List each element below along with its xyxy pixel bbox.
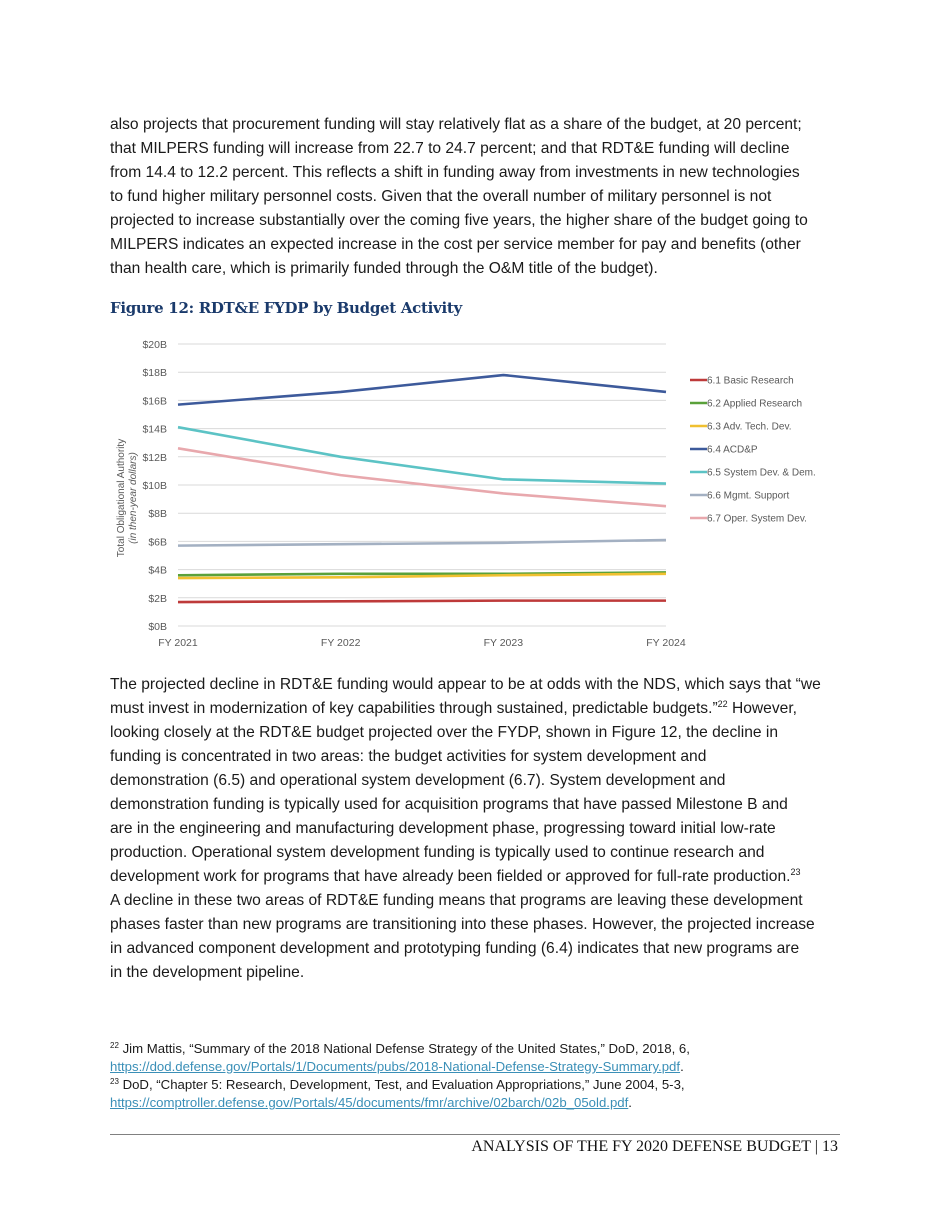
footnote-text: Jim Mattis, “Summary of the 2018 Nationa… [118, 1041, 690, 1056]
text-line: than health care, which is primarily fun… [110, 260, 658, 277]
footnote-link-line: https://comptroller.defense.gov/Portals/… [110, 1094, 690, 1112]
text-line: The projected decline in RDT&E funding w… [110, 673, 821, 697]
series-line-7 [177, 447, 667, 508]
text-line: also projects that procurement funding w… [110, 116, 802, 133]
text-segment: A decline in these two areas of RDT&E fu… [110, 892, 803, 909]
text-line: A decline in these two areas of RDT&E fu… [110, 889, 821, 913]
body-paragraph-1: also projects that procurement funding w… [110, 113, 808, 281]
text-segment: phases faster than new programs are tran… [110, 916, 815, 933]
y-tick-label: $4B [148, 565, 167, 577]
text-line: are in the engineering and manufacturing… [110, 817, 821, 841]
text-segment: are in the engineering and manufacturing… [110, 820, 776, 837]
footnote-text: DoD, “Chapter 5: Research, Development, … [118, 1077, 685, 1092]
footnote-number: 23 [110, 1077, 119, 1086]
text-segment: must invest in modernization of key capa… [110, 700, 718, 717]
text-segment: production. Operational system developme… [110, 844, 765, 861]
footnote-reference[interactable]: 22 [717, 699, 728, 709]
text-line: production. Operational system developme… [110, 841, 821, 865]
footnotes: 22 Jim Mattis, “Summary of the 2018 Nati… [110, 1040, 690, 1112]
text-segment: in the development pipeline. [110, 964, 305, 981]
page-footer: ANALYSIS OF THE FY 2020 DEFENSE BUDGET |… [471, 1138, 838, 1155]
footer-divider [110, 1134, 840, 1135]
y-tick-label: $16B [142, 395, 167, 407]
series-line-4 [177, 373, 667, 406]
series-line-2 [177, 571, 667, 577]
legend-label: 6.7 Oper. System Dev. [707, 514, 807, 525]
footnote-reference[interactable]: 23 [790, 867, 801, 877]
text-line: must invest in modernization of key capa… [110, 697, 821, 721]
footnote-22: 22 Jim Mattis, “Summary of the 2018 Nati… [110, 1040, 690, 1058]
y-axis-subtitle: (in then-year dollars) [128, 452, 139, 544]
legend-label: 6.2 Applied Research [707, 399, 802, 410]
text-line: demonstration (6.5) and operational syst… [110, 769, 821, 793]
text-line: phases faster than new programs are tran… [110, 913, 821, 937]
footnote-link[interactable]: https://dod.defense.gov/Portals/1/Docume… [110, 1059, 681, 1074]
text-line: funding is concentrated in two areas: th… [110, 745, 821, 769]
series-line-1 [177, 599, 666, 604]
y-tick-label: $6B [148, 536, 167, 548]
text-segment: funding is concentrated in two areas: th… [110, 748, 707, 765]
series-line-6 [177, 538, 667, 547]
text-segment: looking closely at the RDT&E budget proj… [110, 724, 779, 741]
y-tick-label: $8B [148, 508, 167, 520]
y-tick-label: $18B [142, 367, 167, 379]
text-line: development work for programs that have … [110, 865, 821, 889]
x-tick-label: FY 2021 [158, 637, 198, 649]
text-line: projected to increase substantially over… [110, 212, 808, 229]
line-chart: $0B $2B $4B $6B $8B $10B $12B $14B $16B $18B $20B F… [116, 339, 816, 649]
series-line-3 [177, 572, 667, 580]
x-tick-label: FY 2022 [321, 637, 361, 649]
period: . [628, 1095, 632, 1110]
y-tick-label: $10B [142, 480, 167, 492]
y-tick-label: $20B [142, 339, 167, 351]
text-line: that MILPERS funding will increase from … [110, 140, 790, 157]
text-line: in the development pipeline. [110, 961, 821, 985]
y-axis-title: Total Obligational Authority [116, 439, 127, 557]
text-segment: development work for programs that have … [110, 868, 791, 885]
y-tick-label: $0B [148, 621, 167, 633]
figure-title: Figure 12: RDT&E FYDP by Budget Activity [110, 299, 462, 317]
footnote-link[interactable]: https://comptroller.defense.gov/Portals/… [110, 1095, 629, 1110]
y-tick-label: $12B [142, 452, 167, 464]
text-segment: However, [727, 700, 797, 717]
text-line: MILPERS indicates an expected increase i… [110, 236, 801, 253]
legend-label: 6.1 Basic Research [707, 376, 794, 387]
text-line: demonstration funding is typically used … [110, 793, 821, 817]
footnote-link-line: https://dod.defense.gov/Portals/1/Docume… [110, 1058, 690, 1076]
legend-label: 6.3 Adv. Tech. Dev. [707, 422, 792, 433]
period: . [680, 1059, 684, 1074]
text-line: from 14.4 to 12.2 percent. This reflects… [110, 164, 800, 181]
legend-label: 6.5 System Dev. & Dem. [707, 468, 816, 479]
text-segment: demonstration funding is typically used … [110, 796, 788, 813]
x-tick-label: FY 2024 [646, 637, 686, 649]
legend-label: 6.4 ACD&P [707, 445, 758, 456]
text-line: looking closely at the RDT&E budget proj… [110, 721, 821, 745]
body-paragraph-2: The projected decline in RDT&E funding w… [110, 673, 821, 985]
text-line: in advanced component development and pr… [110, 937, 821, 961]
text-segment: demonstration (6.5) and operational syst… [110, 772, 726, 789]
text-segment: The projected decline in RDT&E funding w… [110, 676, 821, 693]
y-tick-label: $2B [148, 593, 167, 605]
footnote-number: 22 [110, 1041, 119, 1050]
text-segment: in advanced component development and pr… [110, 940, 800, 957]
x-tick-label: FY 2023 [484, 637, 524, 649]
footnote-23: 23 DoD, “Chapter 5: Research, Developmen… [110, 1076, 690, 1094]
text-line: to fund higher military personnel costs.… [110, 188, 772, 205]
y-tick-label: $14B [142, 424, 167, 436]
series-line-5 [177, 425, 667, 485]
legend-label: 6.6 Mgmt. Support [707, 491, 789, 502]
